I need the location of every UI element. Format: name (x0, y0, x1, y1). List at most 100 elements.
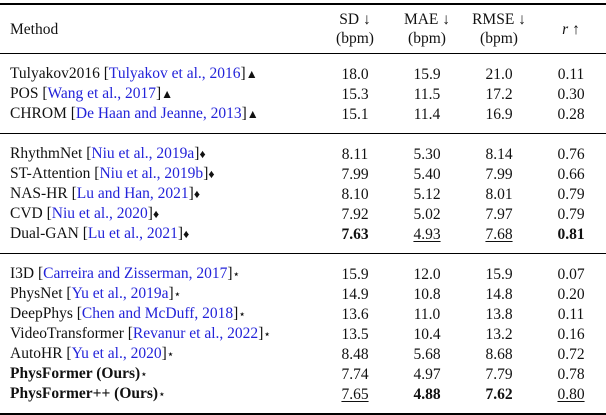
method-cell: Dual-GAN [Lu et al., 2021]♦ (10, 225, 190, 242)
group-marker-icon: ▲ (246, 107, 259, 121)
col-header-r: r ↑ (536, 4, 606, 54)
citation-link[interactable]: De Haan and Jeanne, 2013 (75, 105, 242, 122)
citation-link[interactable]: Lu and Han, 2021 (76, 185, 189, 202)
mae-value-text: 4.88 (413, 385, 441, 403)
sd-value-text: 15.1 (341, 105, 369, 123)
method-name: CVD (10, 205, 43, 222)
group-marker-icon: ⋆ (232, 267, 241, 281)
citation-link[interactable]: Yu et al., 2019a (71, 285, 169, 302)
mae-value-text: 5.30 (413, 145, 441, 163)
sd-value: 8.48 (318, 344, 392, 364)
rmse-value: 21.0 (462, 54, 536, 85)
sd-value-text: 15.9 (341, 265, 369, 283)
r-value: 0.20 (536, 284, 606, 304)
rmse-value: 17.2 (462, 84, 536, 104)
group-marker-icon: ⋆ (173, 287, 182, 301)
group-marker-icon: ⋆ (166, 347, 175, 361)
citation-link[interactable]: Lu et al., 2021 (87, 225, 178, 242)
table-row: I3D [Carreira and Zisserman, 2017]⋆ 15.9 1… (0, 254, 606, 285)
method-name: DeepPhys (10, 305, 73, 322)
sd-value: 15.3 (318, 84, 392, 104)
citation-link[interactable]: Niu et al., 2020 (51, 205, 148, 222)
table-row: Dual-GAN [Lu et al., 2021]♦ 7.63 4.93 7.68 0… (0, 224, 606, 254)
sd-value-text: 7.92 (341, 205, 369, 223)
r-value: 0.72 (536, 344, 606, 364)
mae-value: 10.4 (392, 324, 462, 344)
mae-value: 5.02 (392, 204, 462, 224)
method-name: RhythmNet (10, 145, 83, 162)
sd-value-text: 7.65 (341, 385, 369, 403)
r-value-text: 0.11 (557, 305, 585, 323)
col-header-method: Method (0, 4, 318, 54)
mae-value-text: 5.02 (413, 205, 441, 223)
rmse-value: 7.68 (462, 224, 536, 254)
method-name: Tulyakov2016 (10, 65, 100, 82)
rmse-value-text: 8.68 (485, 345, 513, 363)
citation-link[interactable]: Tulyakov et al., 2016 (108, 65, 241, 82)
rmse-value-text: 16.9 (485, 105, 513, 123)
col-header-sd: SD ↓ (bpm) (318, 4, 392, 54)
citation-link[interactable]: Chen and McDuff, 2018 (81, 305, 234, 322)
citation-link[interactable]: Niu et al., 2019b (99, 165, 204, 182)
sd-value: 8.10 (318, 184, 392, 204)
citation-link[interactable]: Wang et al., 2017 (47, 85, 156, 102)
method-header-label: Method (10, 20, 59, 38)
sd-value: 7.99 (318, 164, 392, 184)
rmse-value: 13.2 (462, 324, 536, 344)
citation-link[interactable]: Yu et al., 2020 (71, 345, 162, 362)
method-cell: CVD [Niu et al., 2020]♦ (10, 205, 160, 222)
method-name: NAS-HR (10, 185, 68, 202)
method-cell: DeepPhys [Chen and McDuff, 2018]⋆ (10, 305, 246, 322)
r-value-text: 0.79 (557, 185, 585, 203)
sd-value-text: 7.63 (341, 225, 369, 243)
sd-value: 7.92 (318, 204, 392, 224)
table-row: ST-Attention [Niu et al., 2019b]♦ 7.99 5.4… (0, 164, 606, 184)
col-header-rmse: RMSE ↓ (bpm) (462, 4, 536, 54)
mae-value-text: 4.93 (413, 225, 441, 243)
r-value: 0.80 (536, 384, 606, 414)
rmse-value-text: 7.68 (485, 225, 513, 243)
mae-value-text: 10.4 (413, 325, 441, 343)
table-row: PhysFormer (Ours)⋆ 7.74 4.97 7.79 0.78 (0, 364, 606, 384)
table-header: Method SD ↓ (bpm) MAE ↓ (bpm) RMSE ↓ (bp… (0, 4, 606, 54)
citation-link[interactable]: Revanur et al., 2022 (132, 325, 259, 342)
sd-value: 14.9 (318, 284, 392, 304)
rmse-value: 15.9 (462, 254, 536, 285)
citation-link[interactable]: Niu et al., 2019a (91, 145, 195, 162)
r-value-text: 0.11 (557, 65, 585, 83)
rmse-value: 8.14 (462, 134, 536, 165)
table-row: AutoHR [Yu et al., 2020]⋆ 8.48 5.68 8.68 0.7… (0, 344, 606, 364)
table-row: CVD [Niu et al., 2020]♦ 7.92 5.02 7.97 0.79 (0, 204, 606, 224)
mae-value: 4.97 (392, 364, 462, 384)
citation-link[interactable]: Carreira and Zisserman, 2017 (43, 265, 228, 282)
group-marker-icon: ♦ (152, 207, 160, 221)
rmse-value: 13.8 (462, 304, 536, 324)
r-value-text: 0.66 (557, 165, 585, 183)
table-row: DeepPhys [Chen and McDuff, 2018]⋆ 13.6 11.… (0, 304, 606, 324)
mae-value: 11.5 (392, 84, 462, 104)
mae-value: 4.88 (392, 384, 462, 414)
method-cell: RhythmNet [Niu et al., 2019a]♦ (10, 145, 206, 162)
sd-header-unit: (bpm) (336, 30, 374, 47)
mae-value-text: 11.5 (413, 85, 441, 103)
rmse-value-text: 21.0 (485, 65, 513, 83)
method-cell: POS [Wang et al., 2017]▲ (10, 85, 174, 102)
method-cell: PhysFormer (Ours)⋆ (0, 364, 318, 384)
table-row: CHROM [De Haan and Jeanne, 2013]▲ 15.1 11.… (0, 104, 606, 134)
sd-value: 8.11 (318, 134, 392, 165)
rmse-value-text: 7.62 (485, 385, 513, 403)
sd-value-text: 8.11 (341, 145, 369, 163)
mae-value: 12.0 (392, 254, 462, 285)
rmse-value-text: 7.97 (485, 205, 513, 223)
table-row: PhysFormer++ (Ours)⋆ 7.65 4.88 7.62 0.80 (0, 384, 606, 414)
group-marker-icon: ⋆ (263, 327, 271, 341)
r-value-text: 0.30 (557, 85, 585, 103)
group-marker-icon: ♦ (193, 187, 201, 201)
r-value: 0.79 (536, 204, 606, 224)
rmse-value: 7.97 (462, 204, 536, 224)
mae-value: 5.12 (392, 184, 462, 204)
group-marker-icon: ⋆ (140, 367, 148, 381)
r-value-text: 0.72 (557, 345, 585, 363)
col-header-mae: MAE ↓ (bpm) (392, 4, 462, 54)
sd-value: 7.65 (318, 384, 392, 414)
